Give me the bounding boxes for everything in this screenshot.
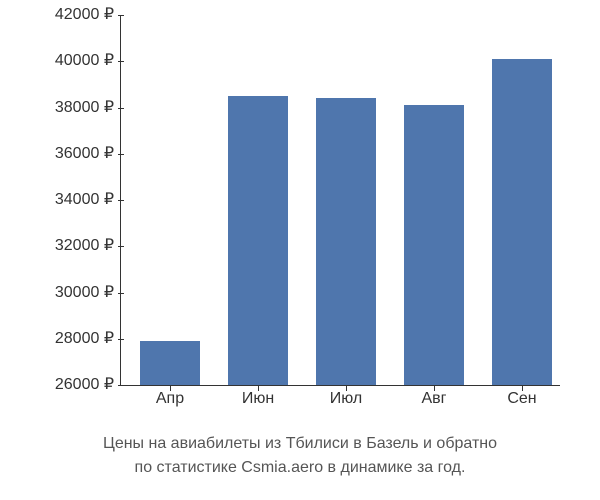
x-axis-label: Авг (399, 390, 469, 408)
bar (404, 105, 464, 385)
x-tick (258, 385, 259, 391)
x-axis-label: Июл (311, 390, 381, 408)
x-tick (346, 385, 347, 391)
x-axis-label: Июн (223, 390, 293, 408)
y-tick (118, 108, 124, 109)
y-tick (118, 200, 124, 201)
y-tick (118, 246, 124, 247)
plot-area (120, 15, 560, 385)
chart-caption: Цены на авиабилеты из Тбилиси в Базель и… (0, 432, 600, 480)
caption-line-2: по статистике Csmia.aero в динамике за г… (135, 459, 466, 476)
y-axis-label: 28000 ₽ (34, 331, 114, 347)
caption-line-1: Цены на авиабилеты из Тбилиси в Базель и… (103, 435, 497, 452)
y-axis-label: 40000 ₽ (34, 53, 114, 69)
y-tick (118, 15, 124, 16)
bar (228, 96, 288, 385)
y-tick (118, 385, 124, 386)
y-tick (118, 154, 124, 155)
y-axis-label: 38000 ₽ (34, 100, 114, 116)
x-tick (170, 385, 171, 391)
x-axis-label: Сен (487, 390, 557, 408)
bar (140, 341, 200, 385)
bar (492, 59, 552, 385)
y-axis-label: 36000 ₽ (34, 146, 114, 162)
x-tick (434, 385, 435, 391)
y-tick (118, 293, 124, 294)
x-axis-line (120, 385, 560, 386)
bar (316, 98, 376, 385)
x-tick (522, 385, 523, 391)
y-axis-label: 26000 ₽ (34, 377, 114, 393)
y-tick (118, 61, 124, 62)
y-axis-label: 42000 ₽ (34, 7, 114, 23)
y-tick (118, 339, 124, 340)
y-axis-label: 34000 ₽ (34, 192, 114, 208)
x-axis-label: Апр (135, 390, 205, 408)
chart-container: 26000 ₽ 28000 ₽ 30000 ₽ 32000 ₽ 34000 ₽ 36000… (30, 10, 570, 430)
y-axis-label: 30000 ₽ (34, 285, 114, 301)
y-axis-label: 32000 ₽ (34, 238, 114, 254)
